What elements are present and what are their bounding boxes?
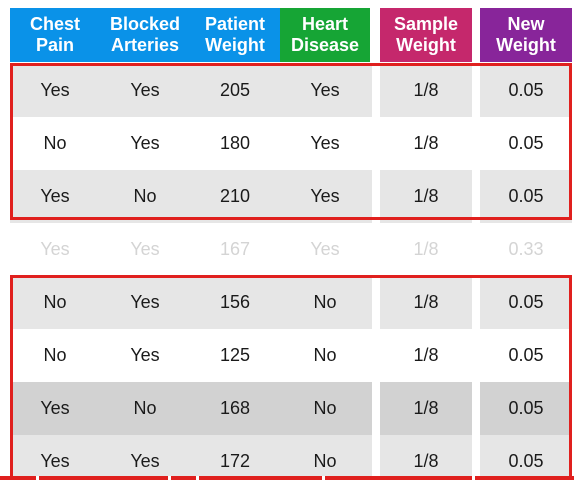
bottom-line-tick xyxy=(472,476,475,480)
cell-chest-pain: Yes xyxy=(40,398,70,418)
cell-new-weight: 0.05 xyxy=(508,133,544,153)
column-divider xyxy=(372,8,380,478)
cell-blocked-arteries: Yes xyxy=(130,292,160,312)
cell-new-weight: 0.05 xyxy=(508,80,544,100)
cell-new-weight: 0.05 xyxy=(508,292,544,312)
cell-blocked-arteries: Yes xyxy=(130,451,160,471)
cell-chest-pain: No xyxy=(43,345,67,365)
header-patient-weight-line1: Patient xyxy=(204,14,265,34)
highlight-box-top xyxy=(10,63,572,220)
cell-patient-weight: 210 xyxy=(219,186,251,206)
cell-heart-disease: No xyxy=(313,345,337,365)
header-blocked-arteries: Blocked Arteries xyxy=(100,8,190,62)
cell-sample-weight: 1/8 xyxy=(413,80,439,100)
header-blocked-arteries-line2: Arteries xyxy=(110,35,180,55)
cell-sample-weight: 1/8 xyxy=(413,398,439,418)
bottom-line-tick xyxy=(168,476,171,480)
cell-heart-disease: No xyxy=(313,451,337,471)
header-new-weight-line1: New xyxy=(507,14,545,34)
table-row-faded: Yes Yes 167 Yes 1/8 0.33 xyxy=(10,223,572,276)
cell-patient-weight: 168 xyxy=(219,398,251,418)
cell-blocked-arteries: Yes xyxy=(130,239,160,259)
header-sample-weight-line2: Weight xyxy=(396,35,456,55)
header-chest-pain-line1: Chest xyxy=(29,14,80,34)
highlight-box-bottom xyxy=(10,275,572,479)
cell-chest-pain: Yes xyxy=(40,239,70,259)
cell-new-weight: 0.05 xyxy=(508,345,544,365)
cell-blocked-arteries: Yes xyxy=(130,345,160,365)
cell-new-weight: 0.33 xyxy=(508,239,544,259)
cell-heart-disease: Yes xyxy=(310,239,340,259)
bottom-line-tick xyxy=(322,476,325,480)
cell-heart-disease: No xyxy=(313,398,337,418)
cell-heart-disease: Yes xyxy=(310,186,340,206)
cell-sample-weight: 1/8 xyxy=(413,133,439,153)
cell-patient-weight: 180 xyxy=(219,133,251,153)
cell-new-weight: 0.05 xyxy=(508,451,544,471)
cell-blocked-arteries: Yes xyxy=(130,80,160,100)
cell-chest-pain: Yes xyxy=(40,451,70,471)
cell-blocked-arteries: No xyxy=(133,186,157,206)
header-sample-weight-line1: Sample xyxy=(393,14,459,34)
header-blocked-arteries-line1: Blocked xyxy=(109,14,181,34)
cell-patient-weight: 156 xyxy=(219,292,251,312)
cell-heart-disease: No xyxy=(313,292,337,312)
header-heart-disease: Heart Disease xyxy=(280,8,370,62)
cell-heart-disease: Yes xyxy=(310,80,340,100)
cell-patient-weight: 125 xyxy=(219,345,251,365)
cell-patient-weight: 167 xyxy=(219,239,251,259)
header-chest-pain: Chest Pain xyxy=(10,8,100,62)
bottom-line-tick xyxy=(36,476,39,480)
highlight-bottom-line xyxy=(0,476,574,480)
cell-chest-pain: Yes xyxy=(40,80,70,100)
header-new-weight-line2: Weight xyxy=(496,35,556,55)
cell-sample-weight: 1/8 xyxy=(413,292,439,312)
cell-sample-weight: 1/8 xyxy=(413,451,439,471)
cell-sample-weight: 1/8 xyxy=(413,239,439,259)
cell-blocked-arteries: No xyxy=(133,398,157,418)
cell-patient-weight: 172 xyxy=(219,451,251,471)
cell-new-weight: 0.05 xyxy=(508,186,544,206)
cell-patient-weight: 205 xyxy=(219,80,251,100)
header-heart-disease-line1: Heart xyxy=(301,14,349,34)
bottom-line-tick xyxy=(196,476,199,480)
column-divider xyxy=(472,8,480,478)
header-chest-pain-line2: Pain xyxy=(35,35,74,55)
header-patient-weight-line2: Weight xyxy=(205,35,265,55)
header-sample-weight: Sample Weight xyxy=(380,8,472,62)
cell-blocked-arteries: Yes xyxy=(130,133,160,153)
cell-chest-pain: Yes xyxy=(40,186,70,206)
cell-sample-weight: 1/8 xyxy=(413,345,439,365)
cell-sample-weight: 1/8 xyxy=(413,186,439,206)
cell-chest-pain: No xyxy=(43,292,67,312)
header-new-weight: New Weight xyxy=(480,8,572,62)
cell-new-weight: 0.05 xyxy=(508,398,544,418)
cell-chest-pain: No xyxy=(43,133,67,153)
header-heart-disease-line2: Disease xyxy=(290,35,360,55)
cell-heart-disease: Yes xyxy=(310,133,340,153)
header-patient-weight: Patient Weight xyxy=(190,8,280,62)
